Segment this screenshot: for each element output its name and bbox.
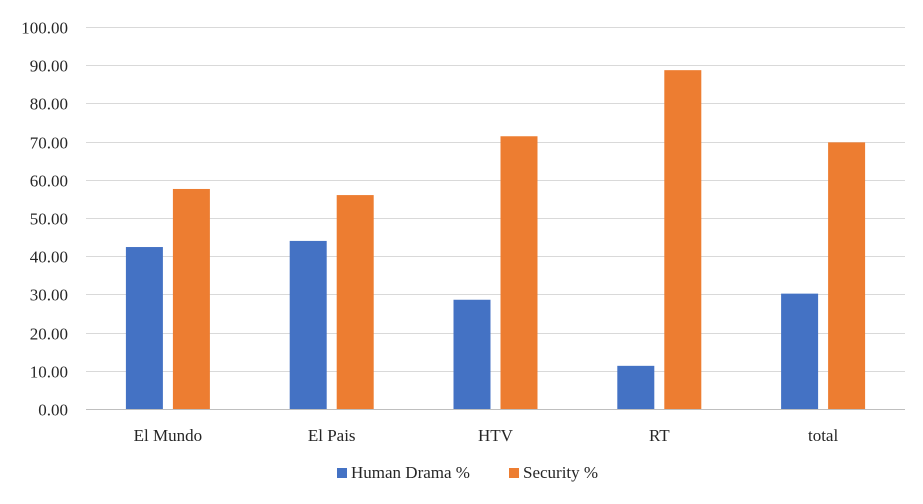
y-tick-label: 40.00 <box>30 248 68 267</box>
bar-human-drama-el-pais <box>289 240 327 409</box>
bar-security-el-pais <box>336 195 374 409</box>
legend-item-human-drama: Human Drama % <box>337 463 470 482</box>
y-tick-label: 50.00 <box>30 210 68 229</box>
legend-label: Human Drama % <box>351 463 470 482</box>
legend-swatch <box>509 468 519 478</box>
bar-security-total <box>828 142 866 409</box>
bar-security-htv <box>500 136 538 409</box>
y-tick-label: 30.00 <box>30 286 68 305</box>
gridlines <box>86 27 905 410</box>
y-tick-label: 10.00 <box>30 363 68 382</box>
bar-human-drama-rt <box>617 365 655 409</box>
y-tick-label: 70.00 <box>30 134 68 153</box>
bar-human-drama-el-mundo <box>125 247 163 409</box>
y-axis-tick-labels: 0.00 10.00 20.00 30.00 40.00 50.00 60.00 70.00 8… <box>21 19 68 420</box>
legend-swatch <box>337 468 347 478</box>
y-tick-label: 100.00 <box>21 19 68 38</box>
x-category-label: RT <box>649 426 670 445</box>
x-axis-category-labels: El Mundo El Pais HTV RT total <box>134 426 839 445</box>
y-tick-label: 80.00 <box>30 95 68 114</box>
bar-security-rt <box>664 70 702 409</box>
legend: Human Drama % Security % <box>337 463 598 482</box>
bar-human-drama-htv <box>453 299 491 409</box>
y-tick-label: 20.00 <box>30 325 68 344</box>
bar-security-el-mundo <box>172 188 210 409</box>
bars <box>125 70 866 409</box>
y-tick-label: 90.00 <box>30 57 68 76</box>
bar-human-drama-total <box>781 293 819 409</box>
x-category-label: El Pais <box>308 426 356 445</box>
y-tick-label: 0.00 <box>38 401 68 420</box>
x-category-label: total <box>808 426 838 445</box>
legend-label: Security % <box>523 463 598 482</box>
x-category-label: HTV <box>478 426 514 445</box>
y-tick-label: 60.00 <box>30 172 68 191</box>
legend-item-security: Security % <box>509 463 598 482</box>
x-category-label: El Mundo <box>134 426 202 445</box>
